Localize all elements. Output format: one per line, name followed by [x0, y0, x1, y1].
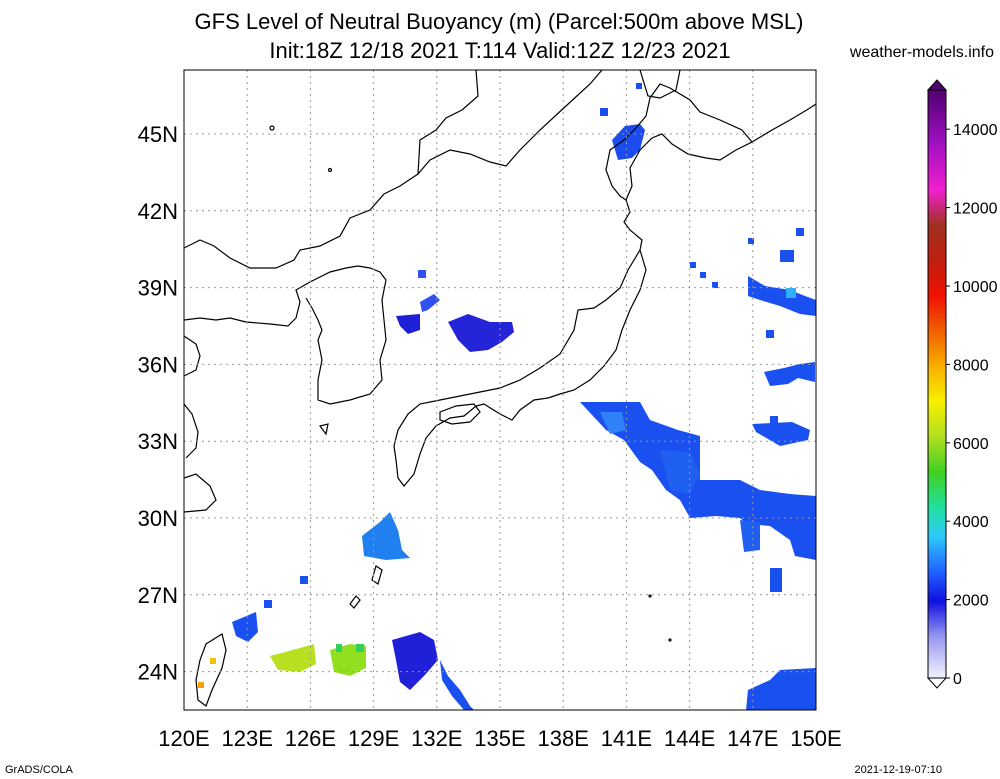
lon-tick-label: 150E: [790, 726, 841, 751]
longitude-labels: 120E 123E 126E 129E 132E 135E 138E 141E 144E 147E…: [158, 726, 841, 751]
map-title: GFS Level of Neutral Buoyancy (m) (Parce…: [194, 9, 804, 34]
lat-tick-label: 45N: [138, 122, 178, 147]
colorbar-tick-label: 14000: [953, 122, 998, 139]
footer-software: GrADS/COLA: [5, 764, 73, 776]
map-subtitle: Init:18Z 12/18 2021 T:114 Valid:12Z 12/2…: [269, 38, 731, 63]
lat-tick-label: 42N: [138, 199, 178, 224]
colorbar-tick-label: 8000: [953, 357, 989, 374]
buoyancy-field: [198, 83, 816, 710]
plot-border: [183, 69, 817, 711]
lat-tick-label: 27N: [138, 583, 178, 608]
graticule: [184, 70, 816, 710]
lon-tick-label: 132E: [411, 726, 462, 751]
lon-tick-label: 129E: [348, 726, 399, 751]
lat-tick-label: 39N: [138, 276, 178, 301]
lon-tick-label: 138E: [538, 726, 589, 751]
colorbar-tick-label: 6000: [953, 436, 989, 453]
colorbar-tick-label: 4000: [953, 514, 989, 531]
source-site: weather-models.info: [849, 44, 994, 61]
coastlines: [184, 70, 816, 707]
lon-tick-label: 141E: [601, 726, 652, 751]
lon-tick-label: 135E: [474, 726, 525, 751]
lat-tick-label: 36N: [138, 352, 178, 377]
lon-tick-label: 147E: [727, 726, 778, 751]
colorbar: 0 2000 4000 6000 8000 10000 12000 14000: [926, 79, 998, 689]
colorbar-tick-label: 10000: [953, 279, 998, 296]
colorbar-tick-label: 12000: [953, 201, 998, 218]
latitude-labels: 24N 27N 30N 33N 36N 39N 42N 45N: [138, 122, 178, 685]
lon-tick-label: 120E: [158, 726, 209, 751]
lon-tick-label: 123E: [222, 726, 273, 751]
lat-tick-label: 30N: [138, 506, 178, 531]
lon-tick-label: 144E: [664, 726, 715, 751]
lat-tick-label: 33N: [138, 429, 178, 454]
colorbar-tick-label: 0: [953, 671, 962, 688]
colorbar-labels: 0 2000 4000 6000 8000 10000 12000 14000: [946, 122, 998, 688]
lon-tick-label: 126E: [285, 726, 336, 751]
colorbar-tick-label: 2000: [953, 593, 989, 610]
footer-timestamp: 2021-12-19-07:10: [854, 764, 942, 776]
lat-tick-label: 24N: [138, 660, 178, 685]
plot-area: [184, 70, 816, 710]
